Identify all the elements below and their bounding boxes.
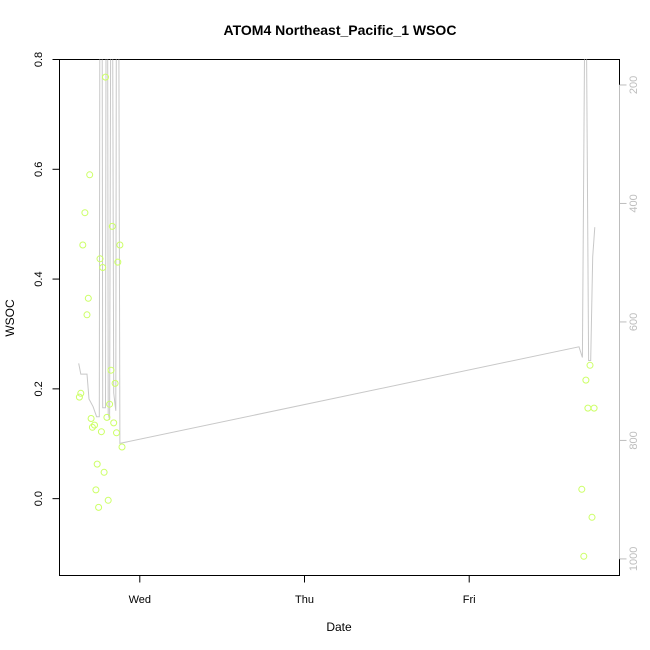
x-tick-label: Wed <box>129 594 151 606</box>
data-point <box>103 413 111 421</box>
data-point <box>100 468 108 476</box>
y-tick-label: 0.4 <box>33 271 45 286</box>
x-axis: Wed Thu Fri <box>129 575 476 606</box>
data-point <box>578 485 586 493</box>
data-point <box>586 361 594 369</box>
data-point <box>88 423 96 431</box>
data-point <box>110 419 118 427</box>
data-point <box>113 429 120 437</box>
chart-title: ATOM4 Northeast_Pacific_1 WSOC <box>224 22 457 38</box>
data-point <box>584 404 592 412</box>
data-point <box>104 496 112 504</box>
data-point <box>107 366 115 374</box>
y-axis-label: WSOC <box>3 299 17 337</box>
y-tick-label: 0.6 <box>33 162 45 177</box>
x-axis-label: Date <box>326 620 352 634</box>
data-point <box>93 460 101 468</box>
data-point <box>96 255 104 263</box>
data-point <box>114 258 122 266</box>
data-point <box>111 379 119 387</box>
secondary-y-tick-label: 800 <box>628 431 640 449</box>
data-point <box>116 241 124 249</box>
data-point <box>92 486 100 494</box>
y-tick-label: 0.8 <box>33 52 45 67</box>
data-point <box>106 400 114 408</box>
y-axis: 0.0 0.2 0.4 0.6 0.8 <box>33 52 60 506</box>
data-point <box>84 294 92 302</box>
data-point <box>95 503 103 511</box>
secondary-line-group <box>78 59 596 445</box>
data-point <box>83 311 91 319</box>
secondary-y-tick-label: 600 <box>628 313 640 331</box>
secondary-y-axis: 200 400 600 800 1000 <box>619 76 640 571</box>
secondary-y-tick-label: 400 <box>628 194 640 212</box>
data-point <box>590 404 598 412</box>
data-point <box>75 393 83 401</box>
data-point <box>87 415 95 422</box>
x-tick-label: Thu <box>295 594 314 606</box>
y-tick-label: 0.2 <box>33 381 45 396</box>
secondary-y-tick-label: 200 <box>628 76 640 94</box>
data-point <box>79 241 87 249</box>
data-point <box>91 421 98 429</box>
plot-area <box>59 59 620 576</box>
data-point <box>580 552 588 560</box>
data-point <box>118 443 126 451</box>
data-point <box>102 73 109 81</box>
data-point <box>99 264 107 271</box>
data-point <box>108 222 116 230</box>
scatter-points <box>75 73 598 560</box>
data-point <box>97 428 105 436</box>
data-point <box>582 376 590 384</box>
secondary-y-tick-label: 1000 <box>628 547 640 571</box>
data-point <box>81 209 89 217</box>
secondary-series-line <box>78 59 596 445</box>
data-point <box>77 389 85 397</box>
y-tick-label: 0.0 <box>33 491 45 506</box>
data-point <box>86 171 94 179</box>
data-point <box>588 513 596 521</box>
x-tick-label: Fri <box>463 594 476 606</box>
